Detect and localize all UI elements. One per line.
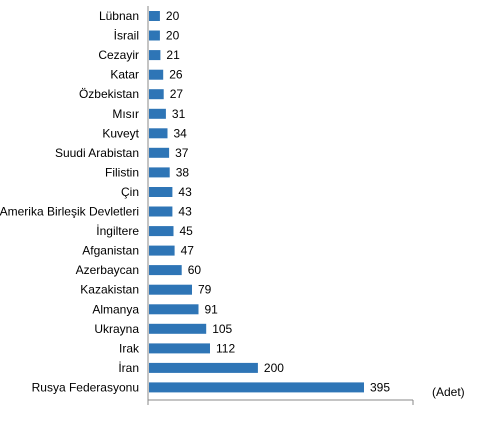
category-label-00: Lübnan: [99, 9, 139, 23]
category-label-17: Irak: [119, 341, 140, 355]
bar-05: [149, 108, 166, 119]
value-label-02: 21: [166, 48, 180, 62]
axes-group: [147, 6, 414, 405]
bar-09: [149, 187, 173, 197]
category-label-08: Filistin: [105, 165, 139, 179]
value-label-14: 79: [198, 283, 212, 297]
bar-06: [149, 128, 168, 139]
value-label-17: 112: [216, 341, 235, 355]
value-label-00: 20: [166, 9, 180, 23]
category-label-03: Katar: [110, 68, 139, 82]
bar-12: [149, 245, 175, 256]
value-label-08: 38: [176, 165, 190, 179]
value-label-13: 60: [188, 263, 202, 277]
value-label-10: 43: [178, 205, 192, 219]
value-label-15: 91: [205, 302, 219, 316]
bar-01: [149, 30, 160, 41]
category-label-12: Afganistan: [82, 244, 139, 258]
bar-10: [149, 206, 173, 217]
value-labels-group: 20 20 21 26 27 31 34 37 38 43 43 45 47 60 79 91 105 112 20…: [166, 9, 390, 394]
unit-label: (Adet): [432, 385, 465, 399]
category-label-14: Kazakistan: [80, 283, 139, 297]
bar-02: [149, 50, 161, 61]
bar-08: [149, 167, 170, 178]
value-label-05: 31: [172, 107, 186, 121]
bar-07: [149, 147, 170, 158]
category-label-11: İngiltere: [96, 224, 139, 238]
bar-04: [149, 89, 164, 100]
category-label-04: Özbekistan: [79, 87, 139, 101]
bar-16: [149, 323, 207, 334]
bars-group: [149, 11, 364, 393]
bar-17: [149, 343, 210, 354]
category-label-18: İran: [118, 361, 139, 375]
value-label-18: 200: [264, 361, 284, 375]
category-label-19: Rusya Federasyonu: [32, 380, 139, 394]
category-label-15: Almanya: [92, 302, 139, 316]
bar-15: [149, 304, 199, 315]
value-label-12: 47: [181, 244, 195, 258]
value-label-16: 105: [212, 322, 232, 336]
value-label-06: 34: [174, 126, 188, 140]
category-label-05: Mısır: [112, 107, 139, 121]
category-label-16: Ukrayna: [94, 322, 139, 336]
category-label-13: Azerbaycan: [76, 263, 139, 277]
category-label-10: Amerika Birleşik Devletleri: [0, 205, 139, 219]
category-labels-group: Lübnan İsrail Cezayir Katar Özbekistan Mısır K…: [0, 9, 140, 394]
bar-13: [149, 265, 182, 276]
category-label-07: Suudi Arabistan: [55, 146, 139, 160]
category-label-09: Çin: [121, 185, 139, 199]
value-label-19: 395: [370, 380, 390, 394]
value-label-04: 27: [170, 87, 184, 101]
value-label-07: 37: [175, 146, 189, 160]
bar-18: [149, 362, 258, 373]
value-label-09: 43: [178, 185, 192, 199]
bar-19: [149, 382, 364, 393]
category-label-02: Cezayir: [98, 48, 139, 62]
value-label-11: 45: [180, 224, 194, 238]
value-label-03: 26: [169, 68, 183, 82]
bar-00: [149, 11, 160, 21]
category-label-06: Kuveyt: [102, 126, 139, 140]
bar-11: [149, 226, 174, 237]
bar-03: [149, 69, 164, 80]
value-label-01: 20: [166, 29, 180, 43]
bar-14: [149, 284, 192, 295]
category-label-01: İsrail: [114, 29, 139, 43]
